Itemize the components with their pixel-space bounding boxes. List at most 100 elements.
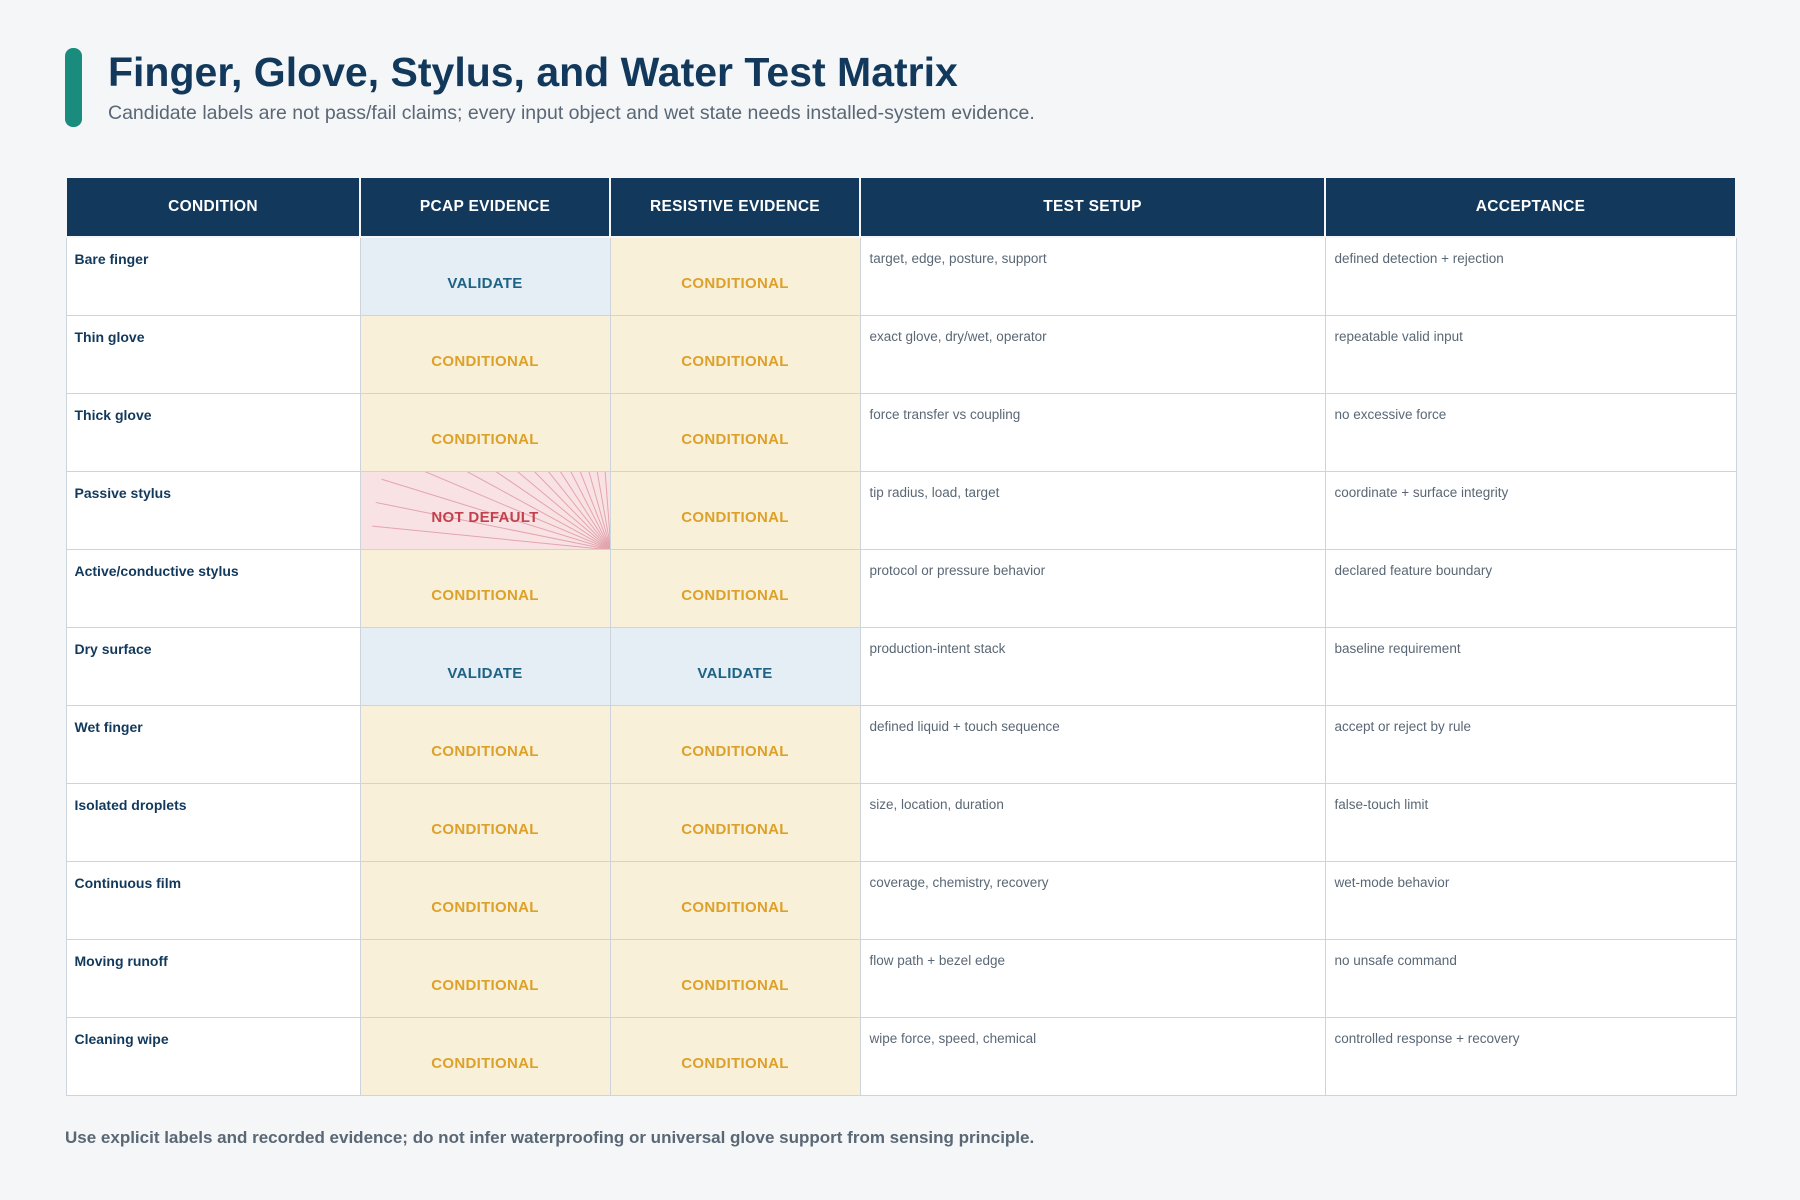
pcap-evidence-label: VALIDATE — [447, 274, 523, 292]
hatch-line — [375, 501, 606, 548]
table-row: Bare finger VALIDATE CONDITIONAL target, ed… — [65, 236, 1737, 316]
resistive-evidence-label: CONDITIONAL — [681, 1054, 789, 1072]
condition-cell: Passive stylus — [65, 470, 361, 550]
pcap-evidence-cell: CONDITIONAL — [359, 1016, 611, 1096]
footnote: Use explicit labels and recorded evidenc… — [65, 1128, 1035, 1147]
acceptance-cell: repeatable valid input — [1324, 314, 1737, 394]
acceptance-cell: accept or reject by rule — [1324, 704, 1737, 784]
setup-cell: protocol or pressure behavior — [859, 548, 1326, 628]
setup-cell: tip radius, load, target — [859, 470, 1326, 550]
acceptance-cell: defined detection + rejection — [1324, 236, 1737, 316]
acceptance-cell: no excessive force — [1324, 392, 1737, 472]
condition-cell: Moving runoff — [65, 938, 361, 1018]
hatch-line — [559, 472, 609, 548]
pcap-evidence-label: CONDITIONAL — [431, 820, 539, 838]
resistive-evidence-cell: CONDITIONAL — [609, 938, 861, 1018]
resistive-evidence-label: CONDITIONAL — [681, 508, 789, 526]
pcap-evidence-cell: CONDITIONAL — [359, 938, 611, 1018]
hatch-line — [371, 525, 601, 548]
pcap-evidence-cell: CONDITIONAL — [359, 782, 611, 862]
setup-cell: coverage, chemistry, recovery — [859, 860, 1326, 940]
pcap-evidence-label: CONDITIONAL — [431, 898, 539, 916]
condition-cell: Isolated droplets — [65, 782, 361, 862]
condition-cell: Wet finger — [65, 704, 361, 784]
pcap-evidence-label: VALIDATE — [447, 664, 523, 682]
resistive-evidence-label: CONDITIONAL — [681, 586, 789, 604]
setup-cell: production-intent stack — [859, 626, 1326, 706]
acceptance-cell: false-touch limit — [1324, 782, 1737, 862]
column-header-condition: CONDITION — [65, 176, 361, 238]
resistive-evidence-cell: VALIDATE — [609, 626, 861, 706]
resistive-evidence-label: CONDITIONAL — [681, 430, 789, 448]
resistive-evidence-cell: CONDITIONAL — [609, 782, 861, 862]
acceptance-cell: declared feature boundary — [1324, 548, 1737, 628]
column-header-acceptance: ACCEPTANCE — [1324, 176, 1737, 238]
setup-cell: size, location, duration — [859, 782, 1326, 862]
setup-cell: exact glove, dry/wet, operator — [859, 314, 1326, 394]
condition-cell: Active/conductive stylus — [65, 548, 361, 628]
page-title: Finger, Glove, Stylus, and Water Test Ma… — [108, 49, 958, 95]
acceptance-cell: controlled response + recovery — [1324, 1016, 1737, 1096]
column-header-pcap-evidence: PCAP EVIDENCE — [359, 176, 611, 238]
hatch-line — [604, 472, 609, 537]
column-header-resistive-evidence: RESISTIVE EVIDENCE — [609, 176, 861, 238]
pcap-evidence-label: NOT DEFAULT — [431, 508, 539, 526]
hatch-line — [467, 472, 609, 548]
acceptance-cell: no unsafe command — [1324, 938, 1737, 1018]
condition-cell: Thick glove — [65, 392, 361, 472]
title-accent-bar — [65, 48, 82, 127]
acceptance-cell: wet-mode behavior — [1324, 860, 1737, 940]
setup-cell: wipe force, speed, chemical — [859, 1016, 1326, 1096]
table-body: Bare finger VALIDATE CONDITIONAL target, ed… — [65, 236, 1737, 1096]
pcap-evidence-cell: CONDITIONAL — [359, 548, 611, 628]
setup-cell: target, edge, posture, support — [859, 236, 1326, 316]
resistive-evidence-cell: CONDITIONAL — [609, 314, 861, 394]
condition-cell: Cleaning wipe — [65, 1016, 361, 1096]
pcap-evidence-cell: VALIDATE — [359, 236, 611, 316]
pcap-evidence-label: CONDITIONAL — [431, 1054, 539, 1072]
condition-cell: Dry surface — [65, 626, 361, 706]
pcap-evidence-cell: CONDITIONAL — [359, 860, 611, 940]
hatch-line — [548, 472, 609, 548]
condition-cell: Continuous film — [65, 860, 361, 940]
table-header-row: CONDITION PCAP EVIDENCE RESISTIVE EVIDEN… — [65, 176, 1737, 238]
condition-cell: Bare finger — [65, 236, 361, 316]
acceptance-cell: coordinate + surface integrity — [1324, 470, 1737, 550]
resistive-evidence-cell: CONDITIONAL — [609, 704, 861, 784]
pcap-evidence-cell: CONDITIONAL — [359, 314, 611, 394]
pcap-evidence-label: CONDITIONAL — [431, 976, 539, 994]
pcap-evidence-label: CONDITIONAL — [431, 430, 539, 448]
page-subtitle: Candidate labels are not pass/fail claim… — [108, 102, 1035, 124]
table-row: Isolated droplets CONDITIONAL CONDITIONAL s… — [65, 782, 1737, 862]
resistive-evidence-label: CONDITIONAL — [681, 742, 789, 760]
condition-cell: Thin glove — [65, 314, 361, 394]
pcap-evidence-cell: CONDITIONAL — [359, 392, 611, 472]
hatch-line — [588, 472, 609, 547]
pcap-evidence-label: CONDITIONAL — [431, 352, 539, 370]
resistive-evidence-cell: CONDITIONAL — [609, 548, 861, 628]
column-header-test-setup: TEST SETUP — [859, 176, 1326, 238]
resistive-evidence-label: CONDITIONAL — [681, 820, 789, 838]
resistive-evidence-label: VALIDATE — [697, 664, 773, 682]
table-row: Active/conductive stylus CONDITIONAL CONDI… — [65, 548, 1737, 628]
pcap-evidence-label: CONDITIONAL — [431, 586, 539, 604]
hatch-line — [570, 472, 609, 548]
pcap-evidence-cell: NOT DEFAULT — [359, 470, 611, 550]
resistive-evidence-cell: CONDITIONAL — [609, 470, 861, 550]
table-row: Thick glove CONDITIONAL CONDITIONAL force t… — [65, 392, 1737, 472]
resistive-evidence-cell: CONDITIONAL — [609, 1016, 861, 1096]
pcap-evidence-cell: CONDITIONAL — [359, 704, 611, 784]
resistive-evidence-label: CONDITIONAL — [681, 352, 789, 370]
resistive-evidence-cell: CONDITIONAL — [609, 860, 861, 940]
table-row: Wet finger CONDITIONAL CONDITIONAL defined … — [65, 704, 1737, 784]
test-matrix-table: CONDITION PCAP EVIDENCE RESISTIVE EVIDEN… — [65, 176, 1737, 1096]
pcap-evidence-label: CONDITIONAL — [431, 742, 539, 760]
table-row: Thin glove CONDITIONAL CONDITIONAL exact gl… — [65, 314, 1737, 394]
table-row: Cleaning wipe CONDITIONAL CONDITIONAL wipe … — [65, 1016, 1737, 1096]
hatch-line — [381, 478, 608, 548]
table-row: Continuous film CONDITIONAL CONDITIONAL cov… — [65, 860, 1737, 940]
hatch-line — [596, 472, 609, 544]
resistive-evidence-label: CONDITIONAL — [681, 976, 789, 994]
not-default-hatch — [371, 472, 609, 548]
table-row: Passive stylus NOT DEFAULT CONDITIONAL tip … — [65, 470, 1737, 550]
